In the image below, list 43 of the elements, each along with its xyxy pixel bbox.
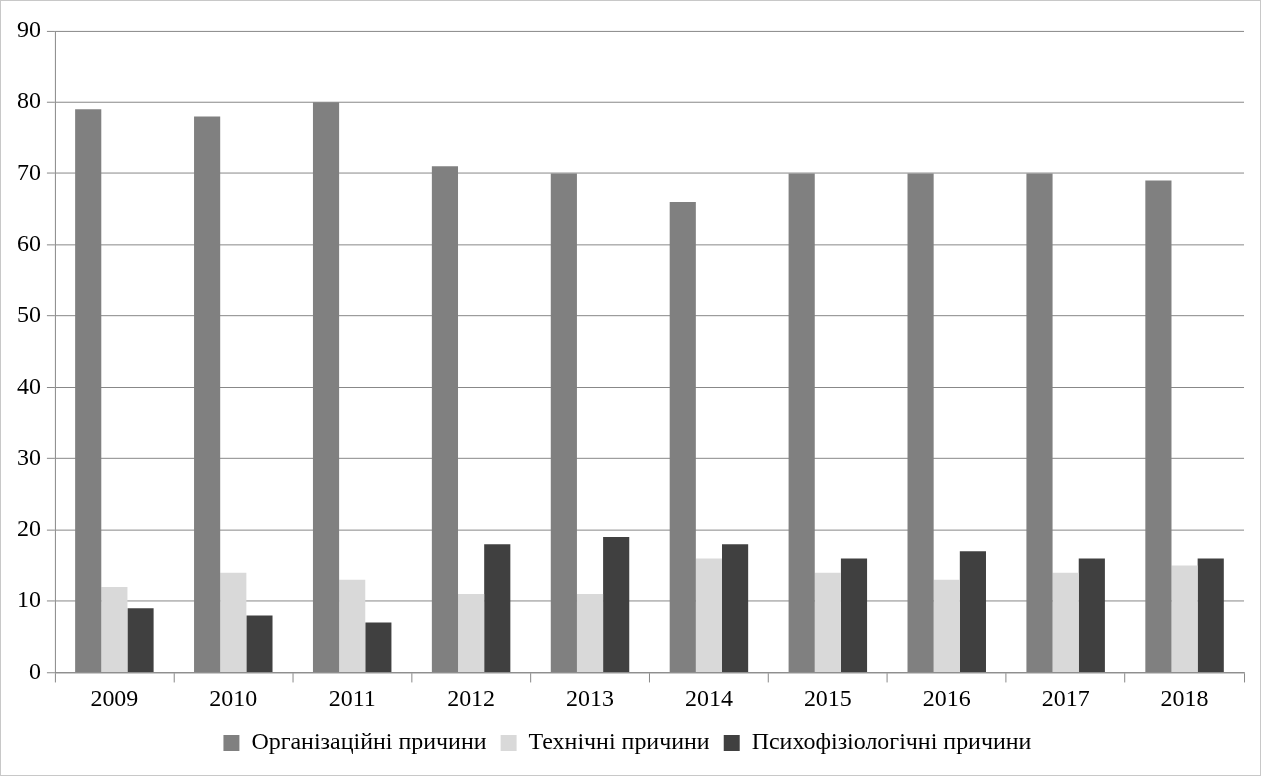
bar	[814, 572, 841, 672]
legend-label: Психофізіологічні причини	[751, 728, 1032, 755]
bar	[933, 579, 960, 672]
bar	[484, 544, 511, 672]
y-tick-label: 80	[16, 87, 41, 114]
x-tick-label: 2016	[922, 685, 971, 712]
y-tick-label: 90	[16, 16, 41, 43]
bar	[101, 586, 128, 672]
bar	[722, 544, 749, 672]
x-tick-label: 2010	[209, 685, 258, 712]
bar	[458, 594, 485, 672]
bar	[695, 558, 723, 672]
y-tick-label: 70	[16, 158, 41, 185]
bar	[1078, 558, 1105, 672]
y-tick-label: 40	[16, 372, 41, 399]
bar	[1052, 572, 1079, 672]
x-tick-label: 2012	[447, 685, 496, 712]
x-tick-label: 2017	[1041, 685, 1090, 712]
bar	[1197, 558, 1224, 672]
bar	[959, 551, 986, 672]
bar	[220, 572, 247, 672]
y-tick-label: 30	[16, 443, 41, 470]
bar	[365, 622, 392, 672]
y-tick-label: 50	[16, 301, 41, 328]
legend-label: Технічні причини	[528, 728, 710, 755]
x-tick-label: 2018	[1160, 685, 1209, 712]
x-tick-label: 2011	[328, 685, 376, 712]
x-tick-label: 2013	[566, 685, 614, 712]
y-tick-label: 20	[16, 515, 41, 542]
y-tick-label: 10	[16, 586, 41, 613]
bar	[603, 537, 630, 672]
x-tick-label: 2014	[684, 685, 733, 712]
legend-label: Організаційні причини	[251, 728, 487, 755]
bar	[127, 608, 154, 672]
bar	[339, 579, 366, 672]
x-tick-label: 2015	[803, 685, 852, 712]
bar	[576, 594, 604, 672]
bar	[246, 615, 273, 672]
bar	[840, 558, 868, 672]
y-tick-label: 0	[28, 657, 41, 684]
x-tick-label: 2009	[90, 685, 139, 712]
y-tick-label: 60	[16, 230, 41, 257]
bar	[1171, 565, 1198, 672]
